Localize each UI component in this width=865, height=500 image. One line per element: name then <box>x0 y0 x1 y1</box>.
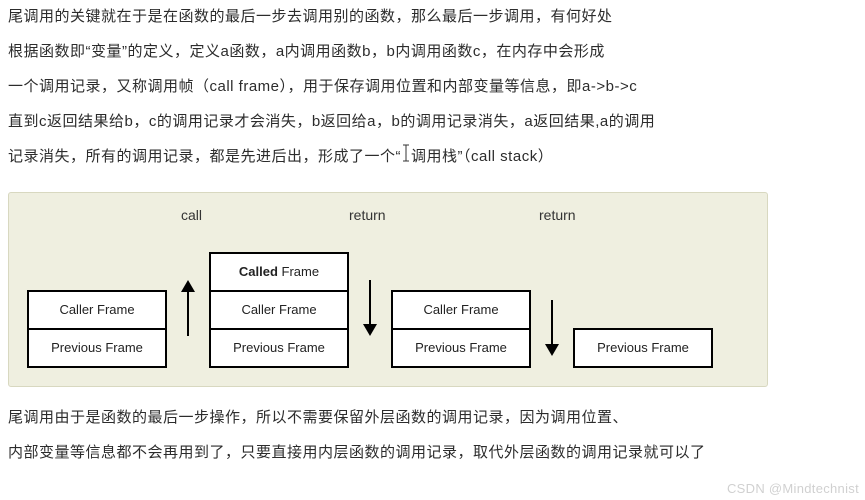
label-return-1: return <box>349 207 386 223</box>
para-7: 内部变量等信息都不会再用到了，只要直接用内层函数的调用记录，取代外层函数的调用记… <box>8 436 857 469</box>
para-5a: 记录消失，所有的调用记录，都是先进后出，形成了一个“ <box>8 148 401 165</box>
call-stack-diagram: call return return Caller Frame Previous… <box>8 192 768 387</box>
frame-caller: Caller Frame <box>27 290 167 330</box>
para-5: 记录消失，所有的调用记录，都是先进后出，形成了一个“ 调用栈”（call stac… <box>8 140 857 174</box>
arrow-down-2 <box>539 288 565 368</box>
frame-previous: Previous Frame <box>573 328 713 368</box>
stack-2: Called Frame Caller Frame Previous Frame <box>209 252 349 368</box>
frame-called-rest: Frame <box>278 264 319 279</box>
arrow-down-1 <box>357 248 383 368</box>
stack-1: Caller Frame Previous Frame <box>27 290 167 368</box>
para-2: 根据函数即“变量”的定义，定义a函数，a内调用函数b，b内调用函数c，在内存中会… <box>8 35 857 68</box>
frame-called-bold: Called <box>239 264 278 279</box>
text-cursor-icon <box>401 141 411 174</box>
watermark: CSDN @Mindtechnist <box>727 481 859 496</box>
stacks-row: Caller Frame Previous Frame Called Frame… <box>27 248 721 368</box>
label-call: call <box>181 207 202 223</box>
para-3: 一个调用记录，又称调用帧（call frame），用于保存调用位置和内部变量等信… <box>8 70 857 103</box>
para-5c: ”（call stack） <box>458 148 554 165</box>
para-4: 直到c返回结果给b，c的调用记录才会消失，b返回给a，b的调用记录消失，a返回结… <box>8 105 857 138</box>
arrow-up <box>175 248 201 368</box>
frame-called: Called Frame <box>209 252 349 292</box>
frame-caller: Caller Frame <box>391 290 531 330</box>
frame-previous: Previous Frame <box>391 328 531 368</box>
para-6: 尾调用由于是函数的最后一步操作，所以不需要保留外层函数的调用记录，因为调用位置、 <box>8 401 857 434</box>
para-5b: 调用栈 <box>411 148 458 165</box>
frame-previous: Previous Frame <box>209 328 349 368</box>
frame-caller: Caller Frame <box>209 290 349 330</box>
frame-previous: Previous Frame <box>27 328 167 368</box>
stack-4: Previous Frame <box>573 328 713 368</box>
para-1: 尾调用的关键就在于是在函数的最后一步去调用别的函数，那么最后一步调用，有何好处 <box>8 0 857 33</box>
stack-3: Caller Frame Previous Frame <box>391 290 531 368</box>
label-return-2: return <box>539 207 576 223</box>
